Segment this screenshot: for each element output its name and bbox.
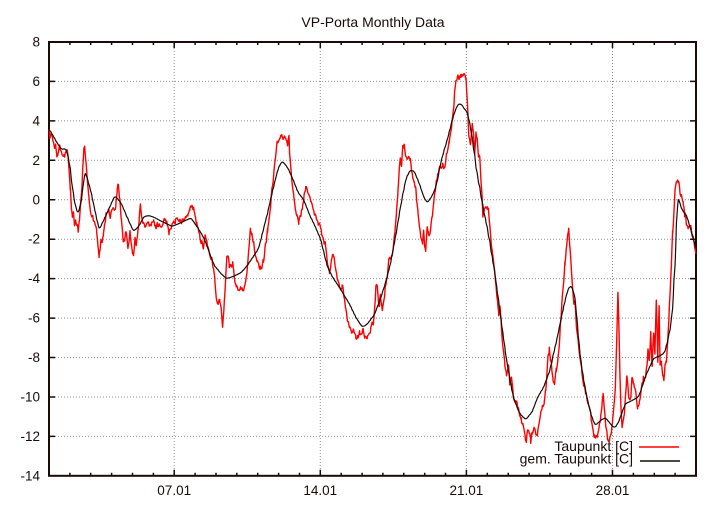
svg-text:4: 4 [32,113,40,128]
svg-text:-8: -8 [28,350,40,365]
svg-text:Taupunkt [C]: Taupunkt [C] [554,438,633,454]
svg-text:28.01: 28.01 [596,483,630,498]
svg-text:gem. Taupunkt [C]: gem. Taupunkt [C] [520,451,633,467]
svg-text:-2: -2 [28,232,40,247]
svg-text:2: 2 [32,153,40,168]
svg-text:VP-Porta Monthly Data: VP-Porta Monthly Data [301,14,444,30]
svg-text:-4: -4 [28,271,40,286]
svg-text:-12: -12 [20,429,40,444]
svg-text:-10: -10 [20,390,40,405]
svg-text:-6: -6 [28,311,40,326]
svg-text:0: 0 [32,192,40,207]
svg-text:14.01: 14.01 [303,483,337,498]
svg-text:6: 6 [32,74,40,89]
svg-text:8: 8 [32,35,40,50]
svg-text:21.01: 21.01 [450,483,484,498]
svg-text:07.01: 07.01 [157,483,191,498]
svg-text:-14: -14 [20,468,40,483]
